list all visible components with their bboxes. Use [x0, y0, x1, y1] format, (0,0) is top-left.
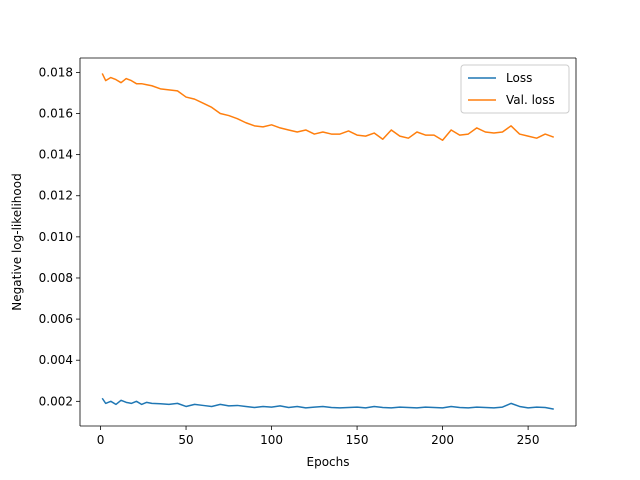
legend-box: [460, 64, 570, 114]
y-axis-label: Negative log-likelihood: [10, 173, 24, 310]
y-tick-label: 0.010: [39, 230, 73, 244]
y-tick-label: 0.018: [39, 65, 73, 79]
plot-area: [79, 57, 577, 427]
y-tick-label: 0.008: [39, 271, 73, 285]
legend: Loss Val. loss: [460, 64, 570, 114]
x-axis-ticks: 0 50 100 150 200 250: [97, 426, 540, 447]
x-tick-label: 50: [178, 433, 193, 447]
plot-background: [80, 58, 576, 426]
x-tick-label: 0: [97, 433, 105, 447]
legend-label: Val. loss: [506, 93, 555, 107]
y-tick-label: 0.012: [39, 189, 73, 203]
y-tick-label: 0.016: [39, 107, 73, 121]
series-line-loss: [101, 397, 554, 410]
y-axis-ticks: 0.002 0.004 0.006 0.008 0.010 0.012 0.014 0.016…: [39, 65, 80, 408]
x-tick-label: 150: [346, 433, 369, 447]
y-tick-label: 0.004: [39, 353, 73, 367]
series-line-val-loss: [101, 73, 555, 141]
y-tick-label: 0.006: [39, 312, 73, 326]
y-tick-label: 0.002: [39, 394, 73, 408]
x-tick-label: 250: [517, 433, 540, 447]
legend-label: Loss: [506, 71, 532, 85]
y-tick-label: 0.014: [39, 148, 73, 162]
axes-frame: [79, 57, 577, 427]
x-axis-label: Epochs: [307, 455, 350, 469]
x-tick-label: 100: [260, 433, 283, 447]
x-tick-label: 200: [431, 433, 454, 447]
